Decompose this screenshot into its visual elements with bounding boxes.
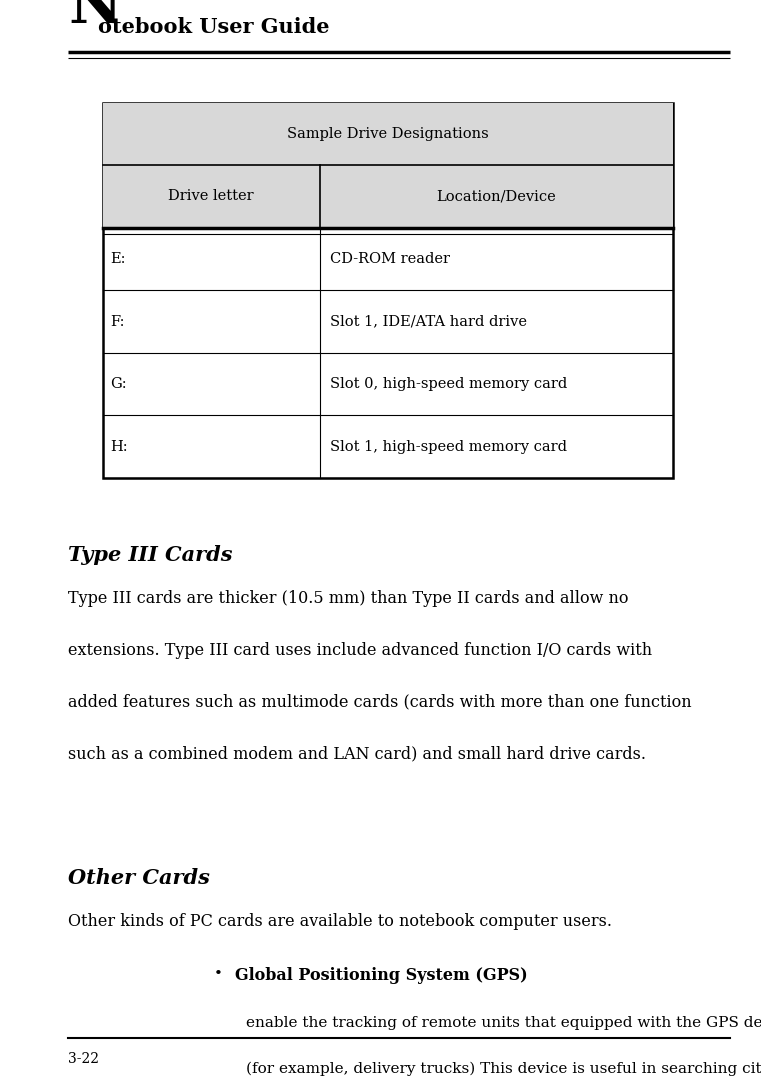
Text: Drive letter: Drive letter [168, 190, 254, 203]
Text: G:: G: [110, 378, 126, 391]
Bar [103, 103, 673, 165]
Text: E:: E: [110, 252, 126, 265]
Text: added features such as multimode cards (cards with more than one function: added features such as multimode cards (… [68, 694, 692, 711]
Text: Other Cards: Other Cards [68, 868, 210, 888]
Text: 3-22: 3-22 [68, 1052, 99, 1066]
Text: Sample Drive Designations: Sample Drive Designations [287, 127, 489, 140]
Text: enable the tracking of remote units that equipped with the GPS device.: enable the tracking of remote units that… [246, 1016, 761, 1030]
Text: •: • [214, 967, 222, 981]
Text: Type III Cards: Type III Cards [68, 545, 233, 565]
Text: F:: F: [110, 315, 124, 328]
Text: Global Positioning System (GPS): Global Positioning System (GPS) [235, 967, 528, 984]
Text: (for example, delivery trucks) This device is useful in searching city: (for example, delivery trucks) This devi… [246, 1062, 761, 1077]
Text: H:: H: [110, 440, 127, 453]
Text: N: N [68, 0, 122, 35]
Text: such as a combined modem and LAN card) and small hard drive cards.: such as a combined modem and LAN card) a… [68, 746, 646, 763]
Text: Slot 1, high-speed memory card: Slot 1, high-speed memory card [330, 440, 567, 453]
Text: Slot 0, high-speed memory card: Slot 0, high-speed memory card [330, 378, 567, 391]
Text: Type III cards are thicker (10.5 mm) than Type II cards and allow no: Type III cards are thicker (10.5 mm) tha… [68, 590, 629, 607]
Text: Other kinds of PC cards are available to notebook computer users.: Other kinds of PC cards are available to… [68, 913, 612, 930]
Text: extensions. Type III card uses include advanced function I/O cards with: extensions. Type III card uses include a… [68, 642, 652, 659]
Text: otebook User Guide: otebook User Guide [98, 16, 330, 37]
Text: CD-ROM reader: CD-ROM reader [330, 252, 450, 265]
Bar [103, 103, 673, 478]
Bar [103, 165, 673, 228]
Text: Location/Device: Location/Device [437, 190, 556, 203]
Text: Slot 1, IDE/ATA hard drive: Slot 1, IDE/ATA hard drive [330, 315, 527, 328]
